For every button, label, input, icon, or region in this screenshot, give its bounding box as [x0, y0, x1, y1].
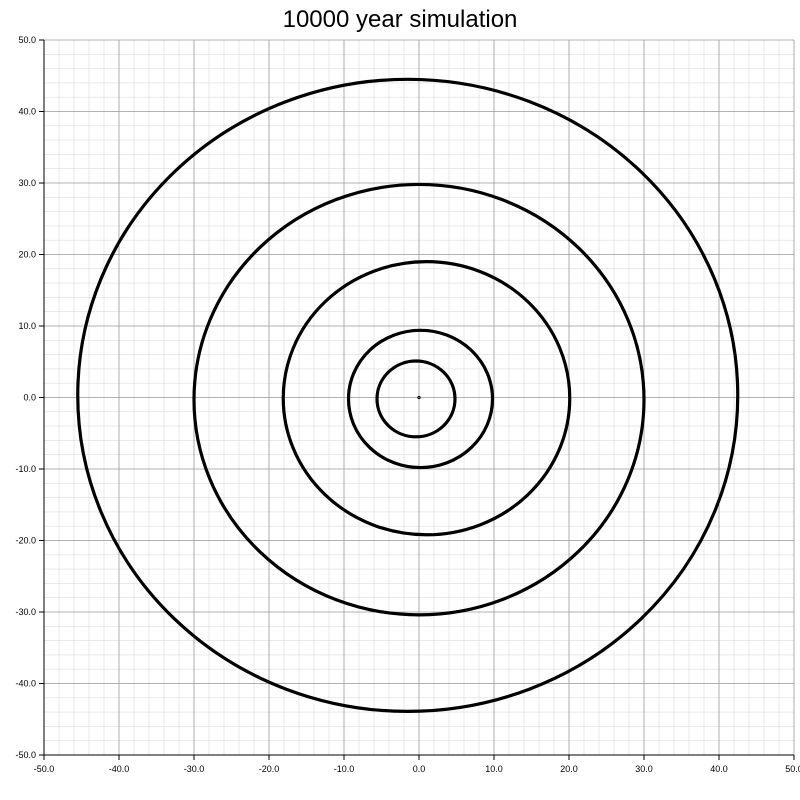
x-tick-label: 20.0	[560, 764, 578, 774]
orbit-path	[375, 359, 457, 439]
chart-title: 10000 year simulation	[282, 6, 518, 33]
x-tick-label: -20.0	[259, 764, 280, 774]
y-tick-label: -50.0	[15, 750, 36, 760]
x-tick-label: -50.0	[34, 764, 55, 774]
y-tick-label: -10.0	[15, 464, 36, 474]
y-tick-label: 30.0	[18, 178, 36, 188]
axes	[39, 39, 795, 760]
orbit-path	[346, 328, 495, 470]
x-tick-label: -10.0	[334, 764, 355, 774]
orbit-path	[192, 182, 646, 617]
y-tick-label: 10.0	[18, 321, 36, 331]
x-tick-label: 50.0	[785, 764, 800, 774]
x-tick-label: 0.0	[413, 764, 426, 774]
major-grid	[43, 39, 795, 756]
x-tick-label: -40.0	[109, 764, 130, 774]
x-tick-labels: -50.0 -40.0 -30.0 -20.0 -10.0 0.0 10.0 20.0 30.0…	[34, 764, 800, 774]
y-tick-label: 0.0	[23, 393, 36, 403]
x-tick-label: -30.0	[184, 764, 205, 774]
y-tick-label: 20.0	[18, 250, 36, 260]
y-tick-label: -30.0	[15, 607, 36, 617]
orbit-path	[417, 395, 421, 400]
y-tick-label: -20.0	[15, 536, 36, 546]
orbit-path	[281, 260, 572, 537]
orbit-path	[76, 77, 740, 713]
y-tick-labels: 50.0 40.0 30.0 20.0 10.0 0.0 -10.0 -20.0 -30.0 -4…	[15, 35, 36, 760]
y-tick-label: 40.0	[18, 107, 36, 117]
orbits	[76, 77, 740, 713]
y-tick-label: 50.0	[18, 35, 36, 45]
x-tick-label: 30.0	[635, 764, 653, 774]
x-tick-label: 40.0	[710, 764, 728, 774]
x-tick-label: 10.0	[485, 764, 503, 774]
y-tick-label: -40.0	[15, 679, 36, 689]
